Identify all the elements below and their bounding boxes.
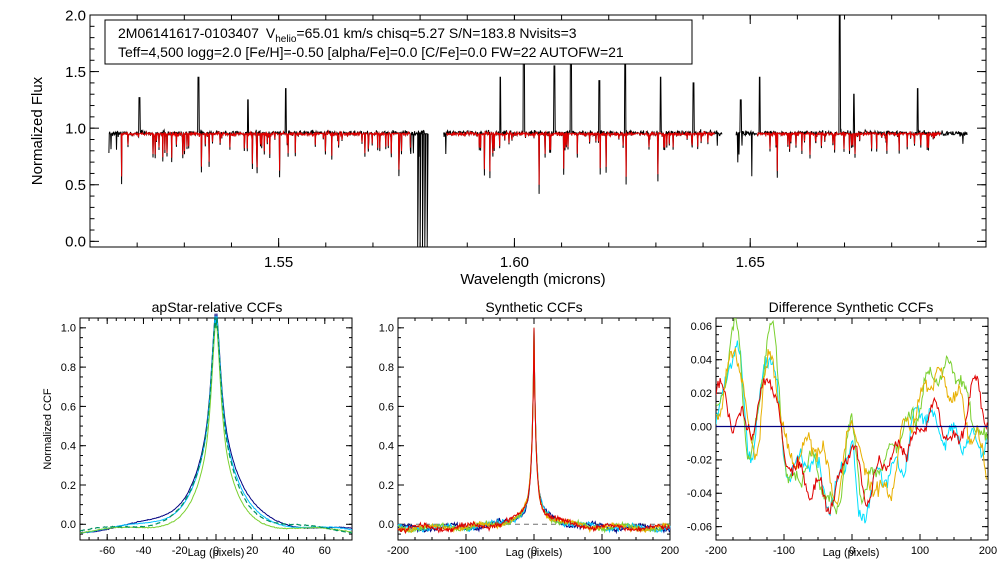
y-tick-label: 0.06 [691,321,712,333]
x-tick-label: 100 [593,545,611,557]
apstar-ccf-y-axis-label: Normalized CCF [42,388,54,470]
y-tick-label: 0.8 [379,362,394,374]
apstar-ccf-series-4 [79,317,353,534]
synthetic-ccf-panel: Synthetic CCFs -200 -100 0 100 200 0.0 0.2 0.4 0… [379,299,679,559]
apstar-ccf-panel: apStar-relative CCFs -60 -40 -20 0 20 40 60 0.0… [42,299,353,559]
y-tick-label: 0.8 [61,362,76,374]
v-helio-label: V [266,25,276,41]
x-tick-label: 1.60 [500,254,529,271]
x-tick-label: 200 [661,545,679,557]
spectrum-annotation-stats: =65.01 km/s chisq=5.27 S/N=183.8 Nvisits… [296,25,576,41]
x-tick-label: 0 [849,545,855,557]
x-tick-label: 60 [319,545,331,557]
apstar-ccf-series-2 [80,316,353,534]
y-tick-label: 0.2 [61,480,76,492]
spectrum-x-axis-label: Wavelength (microns) [460,271,605,288]
spectrum-chip-gap-glitch [417,133,429,247]
synthetic-ccf-title: Synthetic CCFs [485,299,582,315]
x-tick-label: -60 [99,545,115,557]
x-tick-label: 1.55 [264,254,293,271]
y-tick-label: 0.00 [691,421,712,433]
y-tick-label: -0.06 [687,521,712,533]
x-tick-label: 0 [213,545,219,557]
difference-ccf-series-4 [716,374,988,515]
spectrum-observed-chip-3 [735,15,968,178]
y-tick-label: 0.02 [691,388,712,400]
synthetic-ccf-ticks: -200 -100 0 100 200 0.0 0.2 0.4 0.6 0.8 1.0 [379,317,679,557]
x-tick-label: -200 [387,545,409,557]
difference-ccf-plot-area [716,318,988,524]
x-tick-label: 0 [531,545,537,557]
spectrum-y-axis-label: Normalized Flux [29,76,46,185]
v-helio-subscript: helio [275,34,297,45]
difference-ccf-series-1 [716,340,988,524]
x-tick-label: 20 [246,545,258,557]
y-tick-label: 0.4 [379,441,394,453]
x-tick-label: -100 [455,545,477,557]
spectrum-observed-chip-1 [108,76,425,185]
y-tick-label: 0.0 [61,519,76,531]
spectrum-model-chip-3 [756,130,941,172]
difference-ccf-x-axis-label: Lag (pixels) [823,547,880,559]
difference-ccf-ticks: -200 -100 0 100 200 -0.06 -0.04 -0.02 0.00 0.02 0.… [687,317,997,557]
y-tick-label: 0.5 [65,177,86,194]
y-tick-label: 0.04 [691,355,712,367]
y-tick-label: 1.5 [65,64,86,81]
x-tick-label: 40 [282,545,294,557]
synthetic-ccf-series-5 [397,327,671,535]
y-tick-label: 0.0 [65,234,86,251]
y-tick-label: -0.04 [687,488,712,500]
y-tick-label: 0.6 [61,401,76,413]
spectrum-model-chip-1 [120,129,411,177]
y-tick-label: -0.02 [687,455,712,467]
spectrum-annotation-line2: Teff=4,500 logg=2.0 [Fe/H]=-0.50 [alpha/… [118,44,624,60]
y-tick-label: 1.0 [379,323,394,335]
y-tick-label: 0.6 [379,401,394,413]
apstar-ccf-series-1 [79,313,353,534]
x-tick-label: -20 [172,545,188,557]
difference-ccf-series-3 [716,346,988,506]
apstar-ccf-ticks: -60 -40 -20 0 20 40 60 0.0 0.2 0.4 0.6 0.8 1.0 [61,317,353,557]
y-tick-label: 0.2 [379,480,394,492]
spectrum-ticks: 1.55 1.60 1.65 0.0 0.5 1.0 1.5 2.0 [65,7,987,271]
synthetic-ccf-x-axis-label: Lag (pixels) [506,547,563,559]
x-tick-label: 200 [979,545,997,557]
y-tick-label: 0.4 [61,441,76,453]
x-tick-label: -200 [705,545,727,557]
apstar-ccf-plot-area [79,313,353,534]
apstar-ccf-series-3 [79,324,353,534]
star-id: 2M06141617-0103407 [118,25,259,41]
apstar-ccf-x-axis-label: Lag (pixels) [188,547,245,559]
y-tick-label: 0.0 [379,519,394,531]
synthetic-ccf-plot-area [397,327,671,535]
spectrum-model-chip-2 [445,129,716,185]
spectrum-annotation-box: 2M06141617-0103407 Vhelio=65.01 km/s chis… [104,19,693,65]
spectrum-plot-area [108,15,968,247]
x-tick-label: -100 [773,545,795,557]
difference-ccf-title: Difference Synthetic CCFs [769,299,934,315]
difference-ccf-panel: Difference Synthetic CCFs -200 -100 0 100 20… [687,299,997,559]
x-tick-label: 1.65 [736,254,765,271]
spectrum-annotation-line1: 2M06141617-0103407 Vhelio=65.01 km/s chis… [118,25,577,45]
spectrum-panel: 1.55 1.60 1.65 0.0 0.5 1.0 1.5 2.0 2M06141617-0… [29,7,987,288]
apstar-ccf-title: apStar-relative CCFs [152,299,283,315]
y-tick-label: 2.0 [65,7,86,24]
x-tick-label: 100 [911,545,929,557]
y-tick-label: 1.0 [65,120,86,137]
x-tick-label: -40 [136,545,152,557]
y-tick-label: 1.0 [61,323,76,335]
